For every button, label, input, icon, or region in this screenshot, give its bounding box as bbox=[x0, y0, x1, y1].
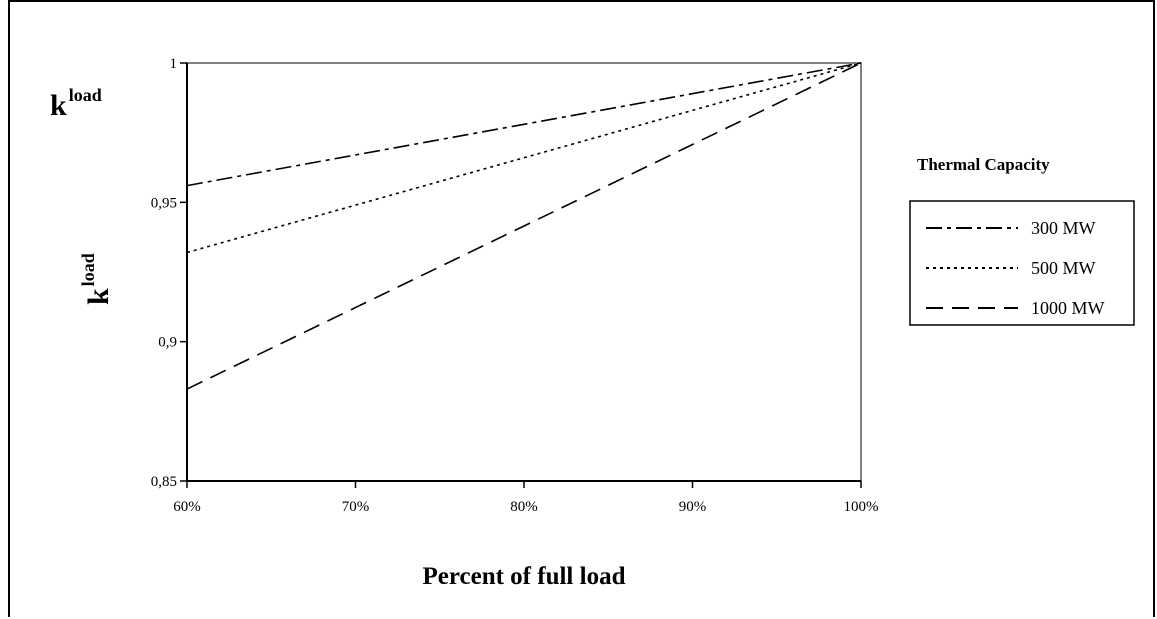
corner-label: k load bbox=[50, 85, 102, 122]
y-tick-label: 0,9 bbox=[158, 335, 177, 351]
x-ticks: 60% 70% 80% 90% 100% bbox=[173, 481, 879, 515]
series-line-500-mw bbox=[186, 62, 862, 254]
x-tick-label: 60% bbox=[173, 499, 201, 515]
legend: 300 MW 500 MW 1000 MW bbox=[926, 218, 1105, 318]
y-tick-label: 0,85 bbox=[151, 474, 177, 490]
figure-frame bbox=[8, 0, 1155, 617]
x-tick-label: 90% bbox=[679, 499, 707, 515]
y-tick-label: 1 bbox=[170, 56, 178, 72]
legend-label: 1000 MW bbox=[1031, 298, 1105, 318]
legend-box bbox=[909, 200, 1135, 326]
x-tick-label: 80% bbox=[510, 499, 538, 515]
legend-label: 300 MW bbox=[1031, 218, 1096, 238]
series-line-1000-mw bbox=[186, 62, 862, 390]
y-ticks: 0,85 0,9 0,95 1 bbox=[151, 56, 187, 490]
x-axis-title: Percent of full load bbox=[423, 563, 626, 590]
series-lines bbox=[186, 62, 862, 390]
legend-label: 500 MW bbox=[1031, 258, 1096, 278]
x-tick-label: 100% bbox=[844, 499, 879, 515]
legend-title: Thermal Capacity bbox=[917, 155, 1050, 174]
plot-area bbox=[186, 62, 862, 482]
y-tick-label: 0,95 bbox=[151, 195, 177, 211]
series-line-300-mw bbox=[186, 62, 862, 187]
x-tick-label: 70% bbox=[342, 499, 370, 515]
y-axis-label: kload bbox=[78, 253, 115, 305]
